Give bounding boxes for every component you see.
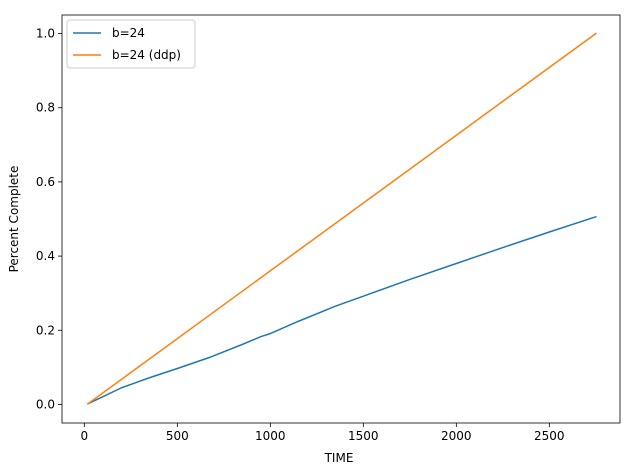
x-tick-label: 500	[166, 429, 189, 443]
x-tick-label: 2000	[441, 429, 472, 443]
legend-label-b24-ddp: b=24 (ddp)	[112, 48, 181, 62]
x-axis-ticks: 0 500 1000 1500 2000 2500	[80, 423, 565, 443]
y-tick-label: 1.0	[36, 27, 55, 41]
x-tick-label: 1500	[348, 429, 379, 443]
series-line-1	[86, 32, 597, 405]
x-tick-label: 0	[80, 429, 88, 443]
series-layer	[86, 32, 597, 405]
y-axis-title: Percent Complete	[7, 166, 21, 273]
legend-label-b24: b=24	[112, 26, 145, 40]
series-line-0	[87, 215, 597, 405]
y-tick-label: 0.2	[36, 323, 55, 337]
x-tick-label: 2500	[534, 429, 565, 443]
y-tick-label: 0.0	[36, 397, 55, 411]
y-axis-ticks: 0.0 0.2 0.4 0.6 0.8 1.0	[36, 27, 62, 411]
plot-area	[61, 14, 621, 424]
x-tick-label: 1000	[255, 429, 286, 443]
legend: b=24 b=24 (ddp)	[66, 19, 196, 69]
legend-box	[66, 19, 196, 69]
y-tick-label: 0.8	[36, 101, 55, 115]
y-tick-label: 0.4	[36, 249, 55, 263]
y-tick-label: 0.6	[36, 175, 55, 189]
x-axis-title: TIME	[324, 451, 354, 465]
